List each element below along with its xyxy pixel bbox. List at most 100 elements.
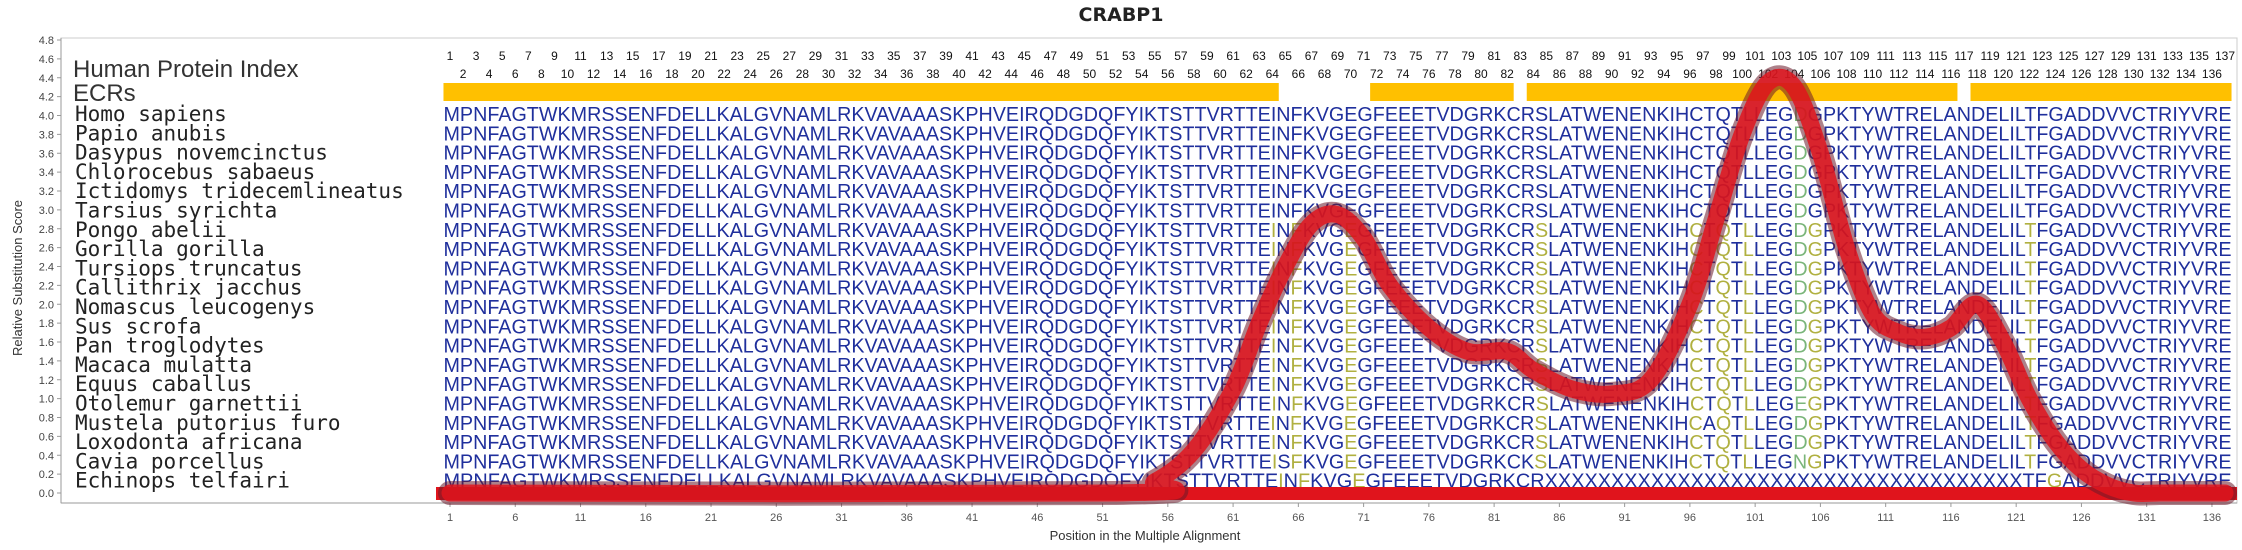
x-tick-label: 16: [640, 512, 652, 524]
hpi-number: 68: [1318, 67, 1332, 81]
hpi-number: 98: [1709, 67, 1723, 81]
hpi-number: 24: [744, 67, 758, 81]
chart-title: CRABP1: [1079, 4, 1164, 26]
hpi-number: 44: [1005, 67, 1019, 81]
hpi-number: 38: [926, 67, 940, 81]
x-tick-label: 11: [575, 512, 586, 524]
hpi-number: 2: [460, 67, 467, 81]
species-label: Gorilla gorilla: [75, 237, 265, 261]
hpi-number: 94: [1657, 67, 1671, 81]
hpi-number: 99: [1722, 49, 1736, 63]
hpi-number: 83: [1514, 49, 1528, 63]
alignment-row: MPNFAGTWKMRSSENFDELLKALGVNAMLRKVAVAAASKP…: [443, 413, 2231, 435]
alignment-row: MPNFAGTWKMRSSENFDELLKALGVNAMLRKVAVAAASKP…: [443, 181, 2231, 203]
hpi-number: 50: [1083, 67, 1097, 81]
hpi-number: 45: [1018, 49, 1032, 63]
y-tick-label: 3.6: [39, 148, 54, 160]
hpi-number: 57: [1174, 49, 1188, 63]
species-label: Equus caballus: [75, 372, 252, 396]
hpi-numbers: 1 3 5 7 9 11 13 15 17 19 21 23 25 27 29 31 33 35 37 39 41 43 4…: [447, 49, 2236, 81]
hpi-number: 123: [2032, 49, 2052, 63]
species-label: Chlorocebus sabaeus: [75, 160, 315, 184]
alignment-row: MPNFAGTWKMRSSENFDELLKALGVNAMLRKVAVAAASKP…: [443, 451, 2231, 473]
x-tick-label: 136: [2203, 512, 2221, 524]
y-tick-label: 0.0: [39, 488, 54, 500]
hpi-number: 8: [538, 67, 545, 81]
hpi-number: 11: [574, 49, 587, 63]
hpi-number: 59: [1200, 49, 1214, 63]
hpi-number: 88: [1579, 67, 1593, 81]
hpi-number: 54: [1135, 67, 1149, 81]
hpi-number: 55: [1148, 49, 1162, 63]
species-label: Tursiops truncatus: [75, 256, 303, 280]
y-tick-label: 0.4: [39, 450, 54, 462]
y-tick-label: 4.0: [39, 111, 54, 123]
alignment-rows: MPNFAGTWKMRSSENFDELLKALGVNAMLRKVAVAAASKP…: [443, 104, 2231, 493]
y-tick-label: 0.6: [39, 431, 54, 443]
hpi-number: 21: [704, 49, 718, 63]
hpi-number: 15: [626, 49, 640, 63]
ecr-bar: [1526, 83, 1958, 101]
hpi-number: 106: [1810, 67, 1830, 81]
hpi-number: 20: [691, 67, 705, 81]
x-tick-label: 121: [2007, 512, 2025, 524]
x-tick-label: 31: [835, 512, 847, 524]
hpi-number: 110: [1863, 67, 1882, 81]
hpi-number: 81: [1487, 49, 1501, 63]
hpi-number: 4: [486, 67, 493, 81]
hpi-number: 135: [2189, 49, 2209, 63]
hpi-number: 69: [1331, 49, 1345, 63]
hpi-number: 103: [1771, 49, 1791, 63]
y-tick-label: 1.0: [39, 394, 54, 406]
hpi-number: 29: [809, 49, 823, 63]
series-line: [441, 68, 2234, 503]
hpi-number: 72: [1370, 67, 1384, 81]
hpi-number: 121: [2006, 49, 2026, 63]
y-tick-label: 3.2: [39, 186, 54, 198]
alignment-row: MPNFAGTWKMRSSENFDELLKALGVNAMLRKVAVAAASKP…: [443, 297, 2231, 319]
hpi-number: 6: [512, 67, 519, 81]
hpi-number: 113: [1902, 49, 1921, 63]
y-tick-label: 2.0: [39, 299, 54, 311]
x-tick-label: 106: [1811, 512, 1829, 524]
x-tick-label: 36: [901, 512, 913, 524]
hpi-number: 132: [2150, 67, 2170, 81]
hpi-number: 78: [1448, 67, 1462, 81]
x-tick-label: 116: [1942, 512, 1960, 524]
ecr-bar: [1970, 83, 2232, 101]
y-tick-label: 4.4: [39, 73, 54, 85]
hpi-number: 60: [1213, 67, 1227, 81]
hpi-number: 30: [822, 67, 836, 81]
hpi-number: 39: [939, 49, 953, 63]
hpi-number: 31: [835, 49, 849, 63]
hpi-number: 109: [1850, 49, 1870, 63]
x-tick-label: 41: [966, 512, 978, 524]
hpi-number: 56: [1161, 67, 1175, 81]
hpi-number: 58: [1187, 67, 1201, 81]
species-label: Echinops telfairi: [75, 469, 290, 493]
hpi-number: 5: [499, 49, 506, 63]
hpi-number: 41: [965, 49, 979, 63]
hpi-number: 130: [2124, 67, 2144, 81]
species-label: Loxodonta africana: [75, 430, 303, 454]
hpi-number: 76: [1422, 67, 1436, 81]
y-tick-label: 4.2: [39, 92, 54, 104]
hpi-number: 120: [1993, 67, 2013, 81]
hpi-number: 89: [1592, 49, 1606, 63]
x-tick-label: 131: [2138, 512, 2156, 524]
hpi-number: 73: [1383, 49, 1397, 63]
alignment-row: MPNFAGTWKMRSSENFDELLKALGVNAMLRKVAVAAASKP…: [443, 239, 2231, 261]
x-tick-label: 56: [1162, 512, 1174, 524]
x-tick-label: 51: [1096, 512, 1108, 524]
hpi-number: 117: [1954, 49, 1973, 63]
hpi-number: 118: [1967, 67, 1986, 81]
species-label: Pan troglodytes: [75, 334, 265, 358]
hpi-number: 133: [2163, 49, 2183, 63]
x-tick-label: 71: [1357, 512, 1369, 524]
hpi-number: 53: [1122, 49, 1136, 63]
x-tick-label: 1: [447, 512, 453, 524]
hpi-number: 1: [447, 49, 454, 63]
hpi-number: 70: [1344, 67, 1358, 81]
y-tick-label: 2.6: [39, 243, 54, 255]
